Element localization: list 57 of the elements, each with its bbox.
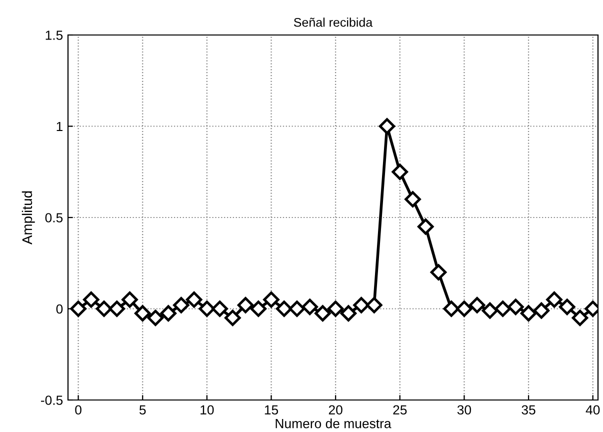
point <box>430 264 447 280</box>
point <box>237 296 254 314</box>
point <box>314 305 331 322</box>
point <box>366 296 382 314</box>
point <box>83 292 100 308</box>
point <box>108 300 126 317</box>
point <box>173 296 190 314</box>
point <box>224 310 241 326</box>
point <box>288 300 306 317</box>
y-tick-label: 1 <box>56 122 62 132</box>
y-tick-label: -0.5 <box>40 396 63 405</box>
point <box>160 305 176 322</box>
point <box>147 310 164 326</box>
x-tick-label: 10 <box>200 405 214 415</box>
point <box>327 300 344 317</box>
point <box>378 118 396 134</box>
x-tick-label: 5 <box>139 405 146 415</box>
point <box>482 302 498 319</box>
y-axis-title: Amplitud <box>22 191 35 244</box>
point <box>302 298 318 316</box>
point <box>508 298 524 316</box>
x-tick-label: 0 <box>75 405 82 415</box>
point <box>276 300 292 317</box>
point <box>494 300 511 317</box>
x-tick-label: 15 <box>264 405 278 415</box>
x-tick-label: 40 <box>586 405 600 415</box>
point <box>134 305 151 322</box>
point <box>520 305 537 322</box>
point <box>212 300 228 317</box>
point <box>353 296 370 314</box>
y-tick-label: 0 <box>56 304 63 314</box>
point <box>263 292 280 308</box>
x-tick-label: 20 <box>328 405 342 415</box>
point <box>546 292 562 308</box>
point <box>468 296 486 314</box>
x-tick-label: 25 <box>393 405 407 415</box>
point <box>122 292 138 308</box>
point <box>186 292 202 308</box>
point <box>572 310 588 326</box>
point <box>404 191 421 208</box>
point <box>70 300 86 317</box>
point <box>250 300 267 317</box>
point <box>417 218 434 235</box>
y-tick-label: 1.5 <box>46 30 63 40</box>
point <box>443 300 460 317</box>
x-axis-title: Numero de muestra <box>276 418 392 428</box>
x-tick-label: 30 <box>457 405 472 415</box>
point <box>559 298 576 316</box>
point <box>198 300 216 317</box>
point <box>456 300 472 317</box>
point <box>533 302 550 319</box>
x-tick-label: 35 <box>522 405 536 415</box>
chart-title: Señal recibida <box>294 18 373 27</box>
y-tick-label: 0.5 <box>45 213 63 222</box>
point <box>96 300 112 317</box>
point <box>392 164 408 180</box>
point <box>340 305 357 322</box>
